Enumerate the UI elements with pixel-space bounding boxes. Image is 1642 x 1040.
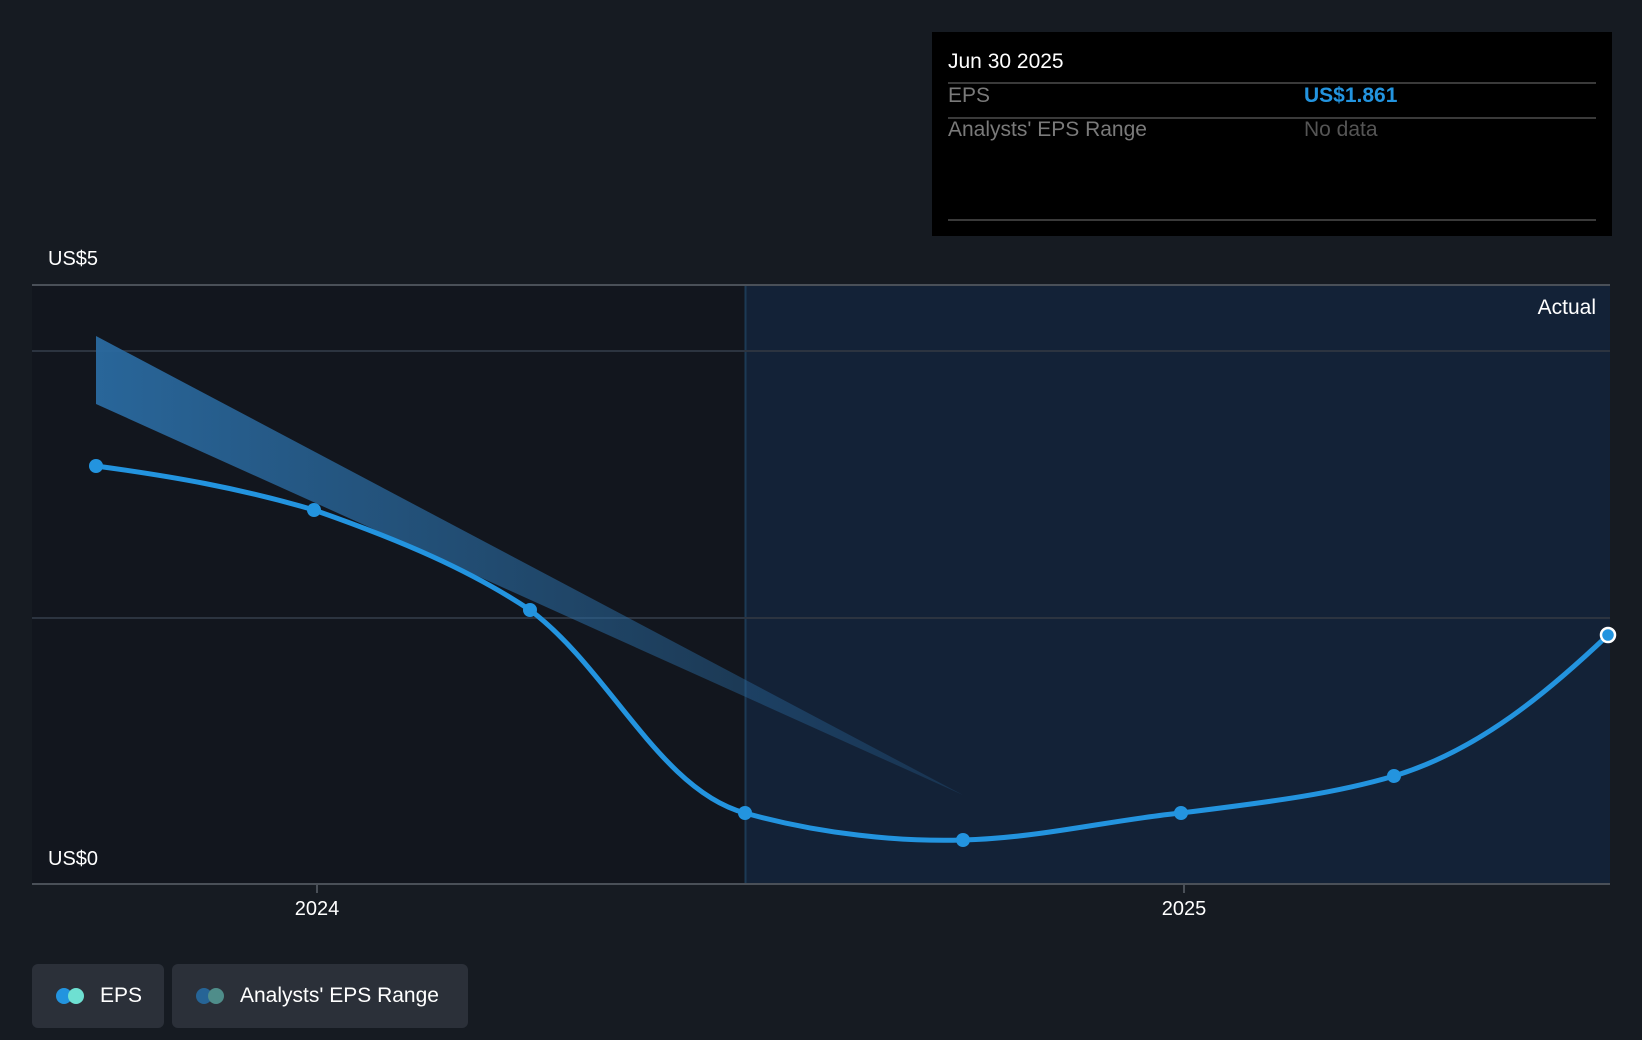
tooltip-divider bbox=[948, 219, 1596, 221]
tooltip-range-value: No data bbox=[1304, 118, 1378, 141]
eps-point[interactable] bbox=[523, 603, 537, 617]
legend-eps-label: EPS bbox=[100, 984, 143, 1007]
x-axis-label-2025: 2025 bbox=[1161, 898, 1207, 920]
eps-points bbox=[89, 459, 1401, 847]
eps-line bbox=[93, 463, 1611, 843]
actual-region-label: Actual bbox=[1537, 296, 1596, 319]
y-axis-bottom-label: US$0 bbox=[48, 848, 99, 870]
eps-point[interactable] bbox=[307, 503, 321, 517]
eps-point[interactable] bbox=[89, 459, 103, 473]
eps-point[interactable] bbox=[956, 833, 970, 847]
eps-point-selected[interactable] bbox=[1599, 626, 1617, 644]
tooltip-date: Jun 30 2025 bbox=[948, 50, 1064, 73]
x-axis-label-2024: 2024 bbox=[294, 898, 340, 920]
tooltip-divider bbox=[948, 82, 1596, 84]
tooltip-eps-value: US$1.861 bbox=[1304, 84, 1398, 107]
eps-point[interactable] bbox=[1174, 806, 1188, 820]
analysts-eps-range-band bbox=[96, 336, 963, 795]
tooltip-eps-label: EPS bbox=[948, 84, 991, 107]
legend-eps-button[interactable]: EPS bbox=[32, 964, 164, 1028]
eps-legend-icon bbox=[56, 988, 84, 1004]
actual-region bbox=[745, 284, 1610, 884]
y-axis-top-label: US$5 bbox=[48, 248, 99, 270]
eps-point[interactable] bbox=[738, 806, 752, 820]
data-tooltip: Jun 30 2025 EPS US$1.861 Analysts' EPS R… bbox=[932, 32, 1612, 236]
tooltip-range-label: Analysts' EPS Range bbox=[948, 118, 1147, 141]
eps-point[interactable] bbox=[1387, 769, 1401, 783]
legend-analysts-range-button[interactable]: Analysts' EPS Range bbox=[172, 964, 468, 1028]
legend-range-label: Analysts' EPS Range bbox=[240, 984, 439, 1007]
range-legend-icon bbox=[196, 988, 224, 1004]
tooltip-divider bbox=[948, 117, 1596, 119]
